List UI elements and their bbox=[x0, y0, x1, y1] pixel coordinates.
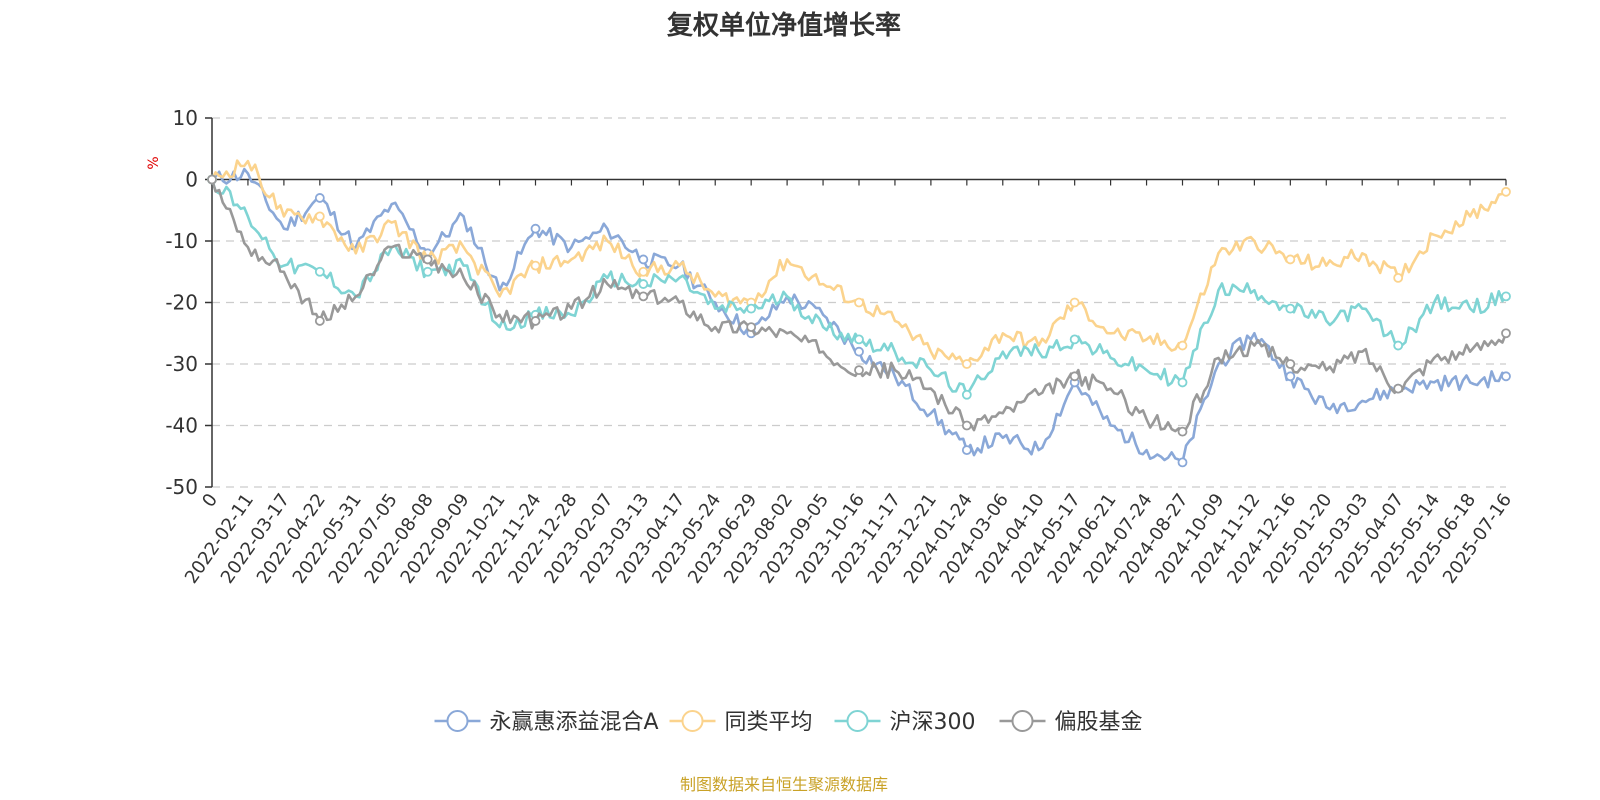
series-line bbox=[210, 159, 1507, 366]
x-tick-label: 0 bbox=[198, 490, 222, 511]
series-point bbox=[314, 193, 325, 203]
series-point bbox=[746, 322, 757, 333]
y-tick-label: -30 bbox=[165, 352, 198, 376]
series-point bbox=[1177, 377, 1188, 388]
series-point bbox=[1177, 426, 1188, 437]
y-tick-label: -10 bbox=[165, 229, 198, 253]
series-point bbox=[1177, 457, 1188, 468]
series-point bbox=[961, 359, 972, 369]
data-source-note: 制图数据来自恒生聚源数据库 bbox=[680, 775, 888, 794]
series-point bbox=[530, 260, 541, 271]
series-point bbox=[854, 334, 864, 345]
legend-item[interactable]: 永赢惠添益混合A bbox=[434, 710, 659, 735]
series-line bbox=[210, 179, 1508, 397]
series-point bbox=[638, 254, 649, 265]
legend-label: 偏股基金 bbox=[1055, 710, 1143, 735]
series-point bbox=[1501, 186, 1511, 197]
series-point bbox=[1393, 383, 1404, 394]
series-point bbox=[207, 174, 217, 185]
series-point bbox=[1393, 272, 1404, 283]
legend-item[interactable]: 沪深300 bbox=[834, 710, 976, 735]
series-point bbox=[1177, 340, 1188, 351]
legend-item[interactable]: 同类平均 bbox=[669, 710, 813, 735]
y-tick-label: -20 bbox=[165, 291, 198, 315]
legend-label: 永赢惠添益混合A bbox=[490, 710, 659, 735]
series-point bbox=[854, 297, 864, 308]
y-tick-label: 0 bbox=[185, 168, 198, 192]
legend-marker bbox=[846, 710, 869, 732]
legend[interactable]: 永赢惠添益混合A 同类平均 沪深300 偏股基金 bbox=[434, 710, 1143, 735]
series-point bbox=[1069, 297, 1080, 308]
series-point bbox=[530, 316, 541, 326]
legend-marker bbox=[1011, 710, 1034, 732]
legend-item[interactable]: 偏股基金 bbox=[999, 710, 1143, 735]
series-point bbox=[422, 266, 433, 277]
series-point bbox=[638, 266, 649, 277]
series-point bbox=[1501, 291, 1511, 302]
series-point bbox=[854, 365, 864, 376]
series-point bbox=[1285, 303, 1296, 314]
series-point bbox=[961, 389, 972, 400]
axes: 100-10-20-30-40-5002022-02-112022-03-172… bbox=[165, 106, 1516, 588]
series-point bbox=[638, 291, 649, 302]
series-point bbox=[961, 445, 972, 456]
series-point bbox=[1501, 328, 1511, 339]
chart-title: 复权单位净值增长率 bbox=[667, 10, 901, 41]
y-tick-label: -40 bbox=[165, 414, 198, 438]
series-point bbox=[1285, 371, 1296, 382]
series-point bbox=[314, 211, 325, 222]
series-point bbox=[1069, 334, 1080, 345]
series-point bbox=[314, 266, 325, 277]
legend-marker bbox=[681, 710, 704, 732]
series-point bbox=[1285, 254, 1296, 265]
legend-label: 同类平均 bbox=[725, 710, 813, 735]
series-point bbox=[314, 316, 325, 326]
series-point bbox=[746, 303, 757, 314]
y-axis-unit: % bbox=[146, 156, 162, 169]
series-point bbox=[530, 223, 541, 234]
series-point bbox=[961, 420, 972, 431]
series-point bbox=[422, 254, 433, 265]
legend-label: 沪深300 bbox=[890, 710, 976, 735]
series-lines bbox=[207, 159, 1511, 468]
series-point bbox=[1069, 371, 1080, 382]
series-line bbox=[211, 167, 1507, 464]
y-tick-label: -50 bbox=[165, 475, 198, 499]
legend-marker bbox=[446, 710, 469, 732]
series-point bbox=[854, 346, 864, 357]
series-point bbox=[1393, 340, 1404, 351]
y-tick-label: 10 bbox=[173, 106, 198, 130]
series-point bbox=[1285, 359, 1296, 369]
series-point bbox=[1501, 371, 1511, 382]
series-point bbox=[638, 279, 649, 289]
